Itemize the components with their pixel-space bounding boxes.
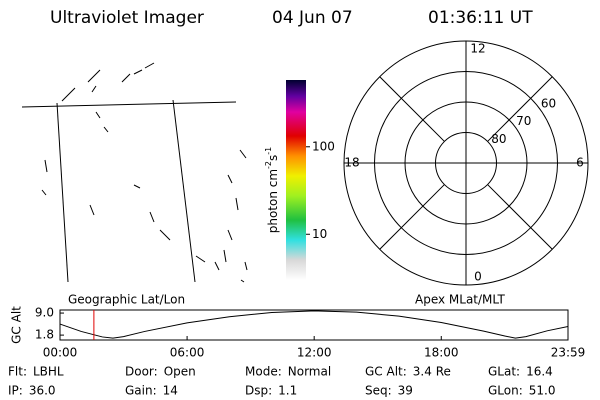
ring-label: 70 bbox=[516, 114, 531, 128]
field-value: 1.1 bbox=[278, 384, 297, 398]
field-value: Open bbox=[164, 365, 196, 379]
field-value: 39 bbox=[398, 384, 413, 398]
y-axis-label: GC Alt bbox=[10, 306, 24, 344]
y-tick-label: 1.8 bbox=[35, 328, 54, 342]
field-key: GC Alt: bbox=[365, 365, 407, 379]
colorbar-tick-label: 10 bbox=[312, 227, 327, 241]
field-key: IP: bbox=[8, 384, 23, 398]
mlt-label: 6 bbox=[576, 156, 584, 170]
polar-diagonal bbox=[487, 76, 553, 142]
polar-ring bbox=[404, 101, 528, 225]
field-value: Normal bbox=[288, 365, 331, 379]
polar-ring bbox=[435, 132, 497, 194]
colorbar bbox=[286, 80, 306, 280]
altitude-frame bbox=[59, 309, 569, 341]
field-key: Flt: bbox=[8, 365, 27, 379]
mlt-label: 12 bbox=[470, 42, 485, 56]
altitude-line bbox=[59, 310, 569, 339]
field-value: 51.0 bbox=[529, 384, 556, 398]
x-tick-label: 00:00 bbox=[43, 346, 78, 360]
left-label: Geographic Lat/Lon bbox=[68, 293, 185, 307]
map bbox=[21, 62, 248, 283]
field-value: 16.4 bbox=[526, 365, 553, 379]
field-value: 3.4 Re bbox=[413, 365, 451, 379]
field-key: Mode: bbox=[245, 365, 282, 379]
field-value: 36.0 bbox=[29, 384, 56, 398]
polar-diagonal bbox=[487, 184, 553, 250]
field-key: GLat: bbox=[488, 365, 520, 379]
ring-label: 80 bbox=[491, 132, 506, 146]
x-tick-label: 18:00 bbox=[424, 346, 459, 360]
field-key: Gain: bbox=[125, 384, 157, 398]
polar-ring bbox=[374, 71, 558, 255]
colorbar-tick-label: 100 bbox=[312, 139, 335, 153]
instrument: Ultraviolet Imager bbox=[50, 8, 204, 28]
field-key: Door: bbox=[125, 365, 158, 379]
date: 04 Jun 07 bbox=[272, 8, 353, 28]
y-tick-label: 9.0 bbox=[35, 306, 54, 320]
x-tick-label: 12:00 bbox=[297, 346, 332, 360]
field-value: 14 bbox=[163, 384, 178, 398]
time: 01:36:11 UT bbox=[428, 8, 533, 28]
x-tick-label: 06:00 bbox=[170, 346, 205, 360]
mlt-label: 18 bbox=[344, 156, 359, 170]
field-key: GLon: bbox=[488, 384, 523, 398]
colorbar-label: photon cm-2s-1 bbox=[264, 147, 280, 234]
mlt-label: 0 bbox=[474, 270, 482, 284]
field-key: Seq: bbox=[365, 384, 392, 398]
x-tick-label: 23:59 bbox=[551, 346, 586, 360]
polar-diagonal bbox=[379, 184, 445, 250]
field-key: Dsp: bbox=[245, 384, 272, 398]
polar-diagonal bbox=[379, 76, 445, 142]
right-label: Apex MLat/MLT bbox=[415, 293, 505, 307]
field-value: LBHL bbox=[33, 365, 64, 379]
ring-label: 60 bbox=[541, 96, 556, 110]
